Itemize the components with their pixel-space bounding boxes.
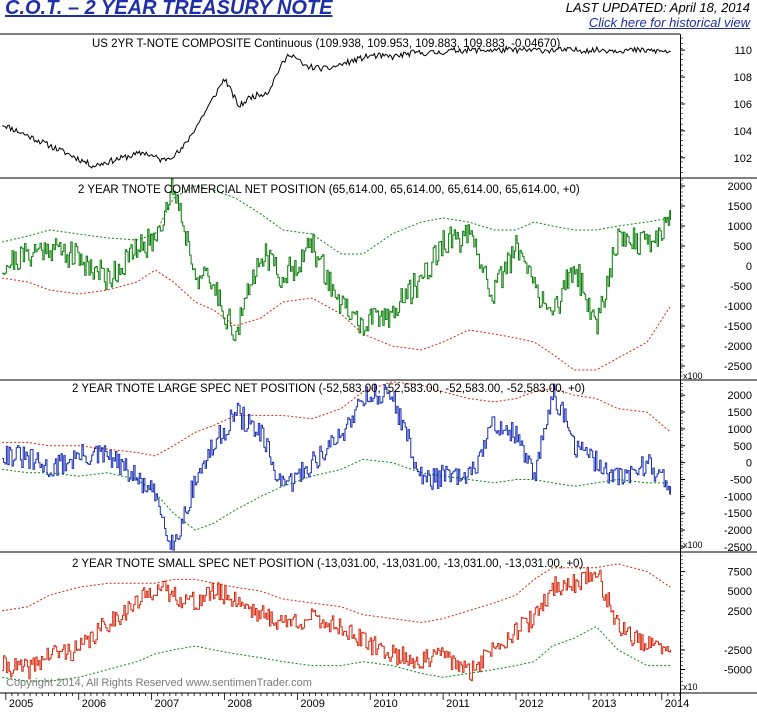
- y-tick-label: -2000: [724, 525, 752, 537]
- y-tick-label: -1000: [724, 301, 752, 313]
- y-tick-label: -2500: [724, 542, 752, 554]
- y-tick-label: -2000: [724, 341, 752, 353]
- y-tick-label: -500: [730, 474, 752, 486]
- small-spec-panel-title: 2 YEAR TNOTE SMALL SPEC NET POSITION (-1…: [72, 558, 583, 570]
- small-spec-unit-label: x10: [683, 682, 698, 692]
- last-updated-label: LAST UPDATED: April 18, 2014: [565, 0, 750, 15]
- y-tick-label: 0: [746, 458, 752, 470]
- y-tick-label: 7500: [728, 567, 752, 579]
- y-tick-label: 108: [734, 72, 752, 84]
- commercial-unit-label: x100: [683, 371, 703, 381]
- y-tick-label: 1500: [728, 407, 752, 419]
- y-tick-label: -2500: [724, 645, 752, 657]
- small-spec-upper-band: [2, 563, 671, 623]
- y-tick-label: 1000: [728, 424, 752, 436]
- price-series-line: [2, 45, 671, 169]
- x-tick-label: 2012: [519, 698, 543, 710]
- y-tick-label: 2000: [728, 181, 752, 193]
- x-tick-label: 2014: [665, 698, 689, 710]
- copyright-text: Copyright 2014, All Rights Reserved www.…: [6, 677, 312, 689]
- price-panel-title: US 2YR T-NOTE COMPOSITE Continuous (109.…: [92, 38, 561, 50]
- x-tick-label: 2013: [592, 698, 616, 710]
- commercial-upper-band: [2, 185, 671, 255]
- y-tick-label: 102: [734, 153, 752, 165]
- x-tick-label: 2006: [82, 698, 106, 710]
- small-spec-net-line: [2, 566, 671, 682]
- large-spec-upper-band: [2, 381, 671, 457]
- y-tick-label: -1500: [724, 321, 752, 333]
- large-spec-lower-band: [2, 458, 671, 531]
- y-tick-label: 1500: [728, 201, 752, 213]
- y-tick-label: 2000: [728, 390, 752, 402]
- large-spec-net-line: [2, 383, 671, 551]
- y-tick-label: -500: [730, 281, 752, 293]
- y-tick-label: -1000: [724, 491, 752, 503]
- x-tick-label: 2005: [9, 698, 33, 710]
- x-tick-label: 2008: [227, 698, 251, 710]
- page-title: C.O.T. – 2 YEAR TREASURY NOTE: [5, 0, 333, 19]
- historical-view-link[interactable]: Click here for historical view: [588, 15, 750, 30]
- small-spec-lower-band: [2, 626, 671, 682]
- y-tick-label: 500: [734, 241, 752, 253]
- commercial-panel-title: 2 YEAR TNOTE COMMERCIAL NET POSITION (65…: [78, 184, 580, 196]
- y-tick-label: 106: [734, 99, 752, 111]
- x-tick-label: 2009: [300, 698, 324, 710]
- y-tick-label: 1000: [728, 221, 752, 233]
- y-tick-label: -2500: [724, 361, 752, 373]
- large-spec-panel-title: 2 YEAR TNOTE LARGE SPEC NET POSITION (-5…: [72, 383, 585, 395]
- y-tick-label: 110: [734, 45, 752, 57]
- y-tick-label: -1500: [724, 508, 752, 520]
- y-tick-label: 0: [746, 261, 752, 273]
- large-spec-unit-label: x100: [683, 540, 703, 550]
- x-tick-label: 2010: [373, 698, 397, 710]
- commercial-lower-band: [2, 269, 671, 371]
- y-tick-label: 500: [734, 441, 752, 453]
- commercial-net-line: [2, 178, 671, 342]
- y-tick-label: -5000: [724, 665, 752, 677]
- y-tick-label: 104: [734, 126, 752, 138]
- y-tick-label: 5000: [728, 586, 752, 598]
- x-tick-label: 2007: [155, 698, 179, 710]
- x-tick-label: 2011: [446, 698, 470, 710]
- y-tick-label: 2500: [728, 606, 752, 618]
